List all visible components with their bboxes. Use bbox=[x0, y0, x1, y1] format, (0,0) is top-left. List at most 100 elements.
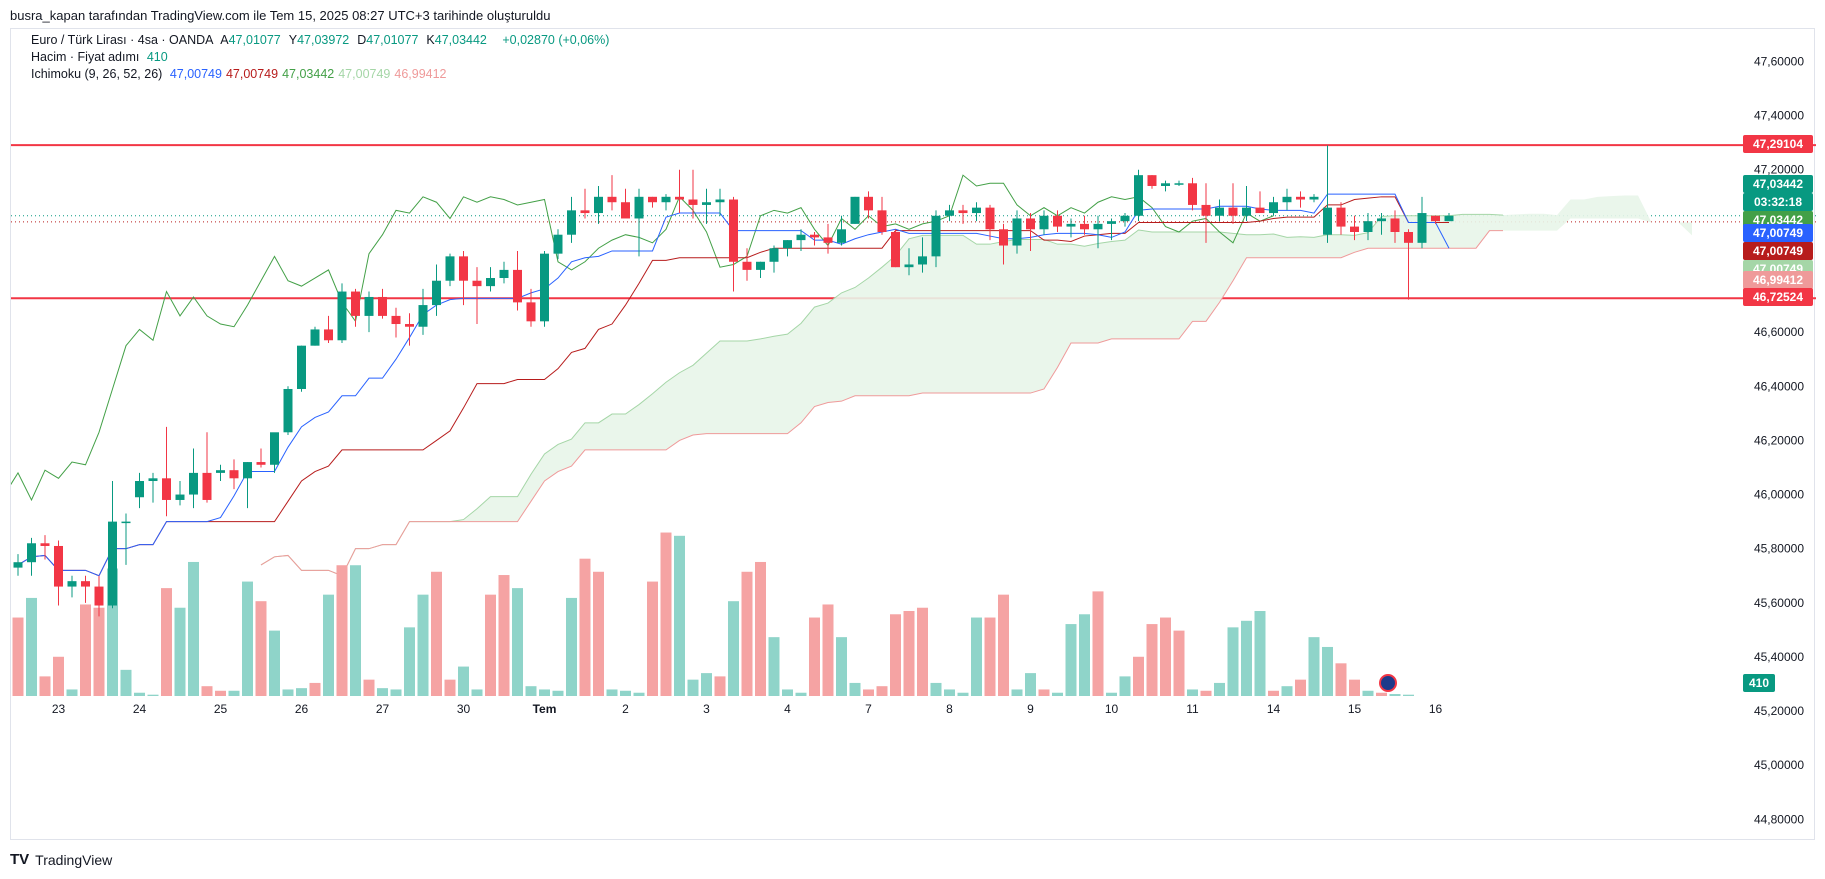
volume-bar bbox=[93, 607, 105, 696]
y-axis-tick-label: 45,60000 bbox=[1754, 596, 1804, 610]
volume-bar bbox=[471, 689, 483, 696]
volume-bar bbox=[687, 679, 699, 696]
candle-body bbox=[999, 229, 1008, 246]
candle-body bbox=[1134, 175, 1143, 216]
volume-bar bbox=[1389, 694, 1401, 696]
x-axis-tick-label: 16 bbox=[1429, 702, 1443, 716]
volume-bar bbox=[26, 597, 37, 696]
ohlc-d: D47,01077 bbox=[357, 33, 419, 47]
candle-body bbox=[1323, 207, 1332, 235]
candle-body bbox=[189, 472, 198, 495]
volume-bar bbox=[363, 679, 375, 696]
volume-label[interactable]: Hacim · Fiyat adımı bbox=[31, 50, 140, 64]
volume-bar bbox=[971, 617, 982, 696]
volume-bar bbox=[350, 565, 361, 696]
candle-body bbox=[1080, 223, 1089, 230]
ichimoku-lagging-value: 47,03442 bbox=[282, 67, 335, 81]
symbol-legend[interactable]: Euro / Türk Lirası · 4sa · OANDA A47,010… bbox=[31, 33, 613, 47]
chart-frame[interactable]: 47,6000047,4000047,2000047,0000046,80000… bbox=[10, 28, 1816, 841]
candle-body bbox=[1147, 175, 1157, 186]
candle-body bbox=[1282, 196, 1292, 203]
tradingview-footer[interactable]: TV TradingView bbox=[10, 851, 112, 868]
volume-bar bbox=[336, 565, 348, 696]
ichimoku-legend[interactable]: Ichimoku (9, 26, 52, 26) 47,00749 47,0074… bbox=[31, 67, 455, 81]
conversion-tag: 47,00749 bbox=[1743, 223, 1813, 242]
candle-body bbox=[310, 329, 320, 346]
candle-body bbox=[499, 269, 509, 279]
candle-body bbox=[1377, 218, 1386, 222]
y-axis-tick-label: 47,40000 bbox=[1754, 109, 1804, 123]
candle-body bbox=[715, 199, 725, 203]
candle-body bbox=[243, 462, 252, 479]
ichimoku-lead-b-value: 46,99412 bbox=[394, 67, 447, 81]
volume-bar bbox=[269, 630, 280, 696]
candle-body bbox=[270, 432, 279, 465]
ichimoku-label[interactable]: Ichimoku (9, 26, 52, 26) bbox=[31, 67, 163, 81]
volume-bar bbox=[1227, 627, 1239, 696]
volume-bar bbox=[1362, 690, 1374, 696]
volume-bar bbox=[1079, 614, 1090, 696]
candle-body bbox=[634, 196, 644, 219]
volume-bar bbox=[849, 682, 861, 696]
x-axis-tick-label: 9 bbox=[1027, 702, 1034, 716]
symbol-title[interactable]: Euro / Türk Lirası · 4sa · OANDA bbox=[31, 33, 214, 47]
volume-bar bbox=[633, 692, 645, 696]
x-axis-tick-label: 2 bbox=[622, 702, 629, 716]
volume-bar bbox=[795, 692, 807, 696]
x-axis-tick-label: 15 bbox=[1348, 702, 1362, 716]
candle-body bbox=[364, 296, 374, 316]
volume-bar bbox=[741, 571, 753, 696]
volume-bar bbox=[1335, 663, 1347, 696]
volume-bar bbox=[215, 690, 226, 696]
ohlc-y: Y47,03972 bbox=[288, 33, 350, 47]
candle-body bbox=[702, 202, 711, 205]
volume-bar bbox=[134, 692, 145, 696]
x-axis-tick-label: 14 bbox=[1267, 702, 1281, 716]
volume-bar bbox=[417, 594, 429, 696]
candle-body bbox=[580, 210, 590, 214]
candle-body bbox=[1242, 207, 1251, 216]
candle-body bbox=[67, 581, 77, 587]
candle-body bbox=[891, 232, 900, 268]
candle-body bbox=[1215, 207, 1224, 216]
volume-bar bbox=[188, 561, 199, 696]
x-axis-tick-label: 10 bbox=[1105, 702, 1119, 716]
candle-body bbox=[1296, 196, 1305, 200]
volume-bar bbox=[444, 679, 456, 696]
candle-body bbox=[837, 229, 846, 243]
volume-bar bbox=[579, 558, 591, 696]
volume-bar bbox=[309, 682, 321, 696]
candle-body bbox=[486, 278, 495, 287]
candle-body bbox=[283, 388, 293, 433]
candle-body bbox=[688, 199, 698, 205]
candle-body bbox=[1269, 202, 1278, 214]
candle-body bbox=[783, 240, 792, 249]
volume-bar bbox=[458, 666, 469, 696]
candle-body bbox=[526, 302, 536, 322]
candle-body bbox=[540, 253, 549, 322]
volume-bar bbox=[593, 571, 604, 696]
candle-body bbox=[1066, 223, 1076, 227]
volume-bar bbox=[1403, 694, 1414, 696]
volume-bar bbox=[647, 581, 658, 696]
volume-legend[interactable]: Hacim · Fiyat adımı 410 bbox=[31, 50, 172, 64]
candle-body bbox=[351, 291, 360, 316]
chart-canvas[interactable]: 47,6000047,4000047,2000047,0000046,80000… bbox=[11, 29, 1816, 841]
volume-bar bbox=[903, 611, 915, 696]
candle-body bbox=[229, 470, 239, 479]
candle-body bbox=[864, 196, 873, 211]
volume-bar bbox=[1214, 682, 1225, 696]
candle-body bbox=[40, 543, 50, 546]
candle-body bbox=[1255, 207, 1265, 214]
countdown-tag: 03:32:18 bbox=[1743, 192, 1813, 211]
candle-body bbox=[810, 234, 819, 238]
volume-bar bbox=[620, 690, 631, 696]
volume-tag: 410 bbox=[1743, 674, 1775, 692]
volume-bar bbox=[80, 604, 91, 696]
volume-bar bbox=[782, 689, 793, 696]
ohlc-values: A47,01077 Y47,03972 D47,01077 K47,03442 bbox=[220, 33, 495, 47]
volume-bar bbox=[674, 535, 685, 696]
candle-body bbox=[148, 478, 158, 482]
volume-bar bbox=[485, 594, 496, 696]
event-marker-icon bbox=[1379, 674, 1397, 692]
